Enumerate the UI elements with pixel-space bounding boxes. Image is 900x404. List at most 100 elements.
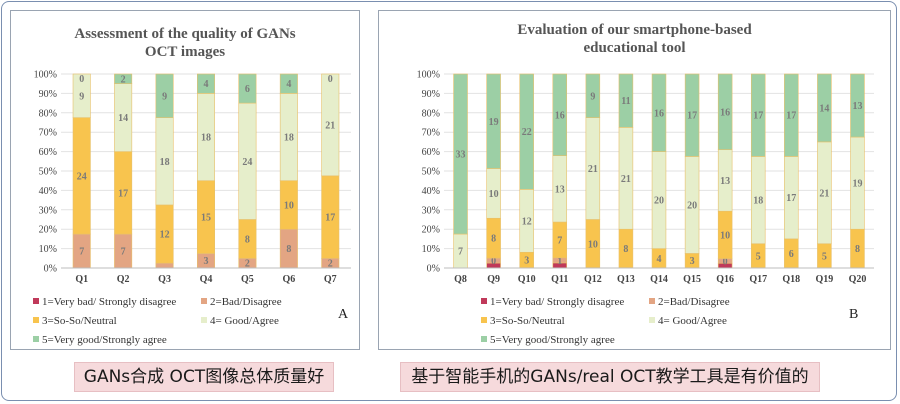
legend-b-item-3: 3=So-So/Neutral — [481, 314, 565, 328]
chart-b-category-label: Q20 — [849, 274, 867, 285]
legend-a-swatch-2 — [201, 298, 207, 305]
chart-b-data-label: 0 — [491, 256, 496, 267]
chart-b-data-label: 13 — [720, 176, 730, 187]
chart-a-data-label: 7 — [79, 247, 84, 258]
chart-a-data-label: 24 — [242, 157, 252, 168]
chart-b-data-label: 21 — [621, 174, 631, 185]
chart-b-category-label: Q15 — [683, 274, 701, 285]
chart-b-data-label: 0 — [723, 256, 728, 267]
chart-b-y-tick-label: 10% — [422, 244, 440, 255]
chart-a-data-label: 18 — [284, 133, 294, 144]
chart-a-data-label: 0 — [79, 74, 84, 85]
chart-b-data-label: 20 — [687, 200, 697, 211]
chart-b-category-label: Q12 — [584, 274, 602, 285]
legend-b-label-4: 4= Good/Agree — [658, 315, 727, 327]
chart-b-data-label: 1 — [557, 256, 562, 267]
chart-a-category-label: Q1 — [75, 274, 88, 285]
chart-b-data-label: 21 — [819, 188, 829, 199]
chart-b-data-label: 16 — [654, 108, 664, 119]
legend-b-item-1: 1=Very bad/ Strongly disagree — [481, 295, 624, 309]
legend-b-swatch-5 — [481, 336, 487, 343]
chart-b-data-label: 3 — [524, 256, 529, 267]
chart-a-category-label: Q2 — [117, 274, 130, 285]
chart-a-bar-segment — [279, 73, 298, 94]
chart-b-data-label: 10 — [720, 230, 730, 241]
legend-a-label-2: 2=Bad/Disagree — [210, 296, 282, 308]
chart-b-bar-segment — [453, 73, 468, 235]
chart-a-y-tick-label: 50% — [39, 167, 57, 178]
legend-b-item-2: 2=Bad/Disagree — [649, 295, 730, 309]
chart-title-a-line-2: OCT images — [144, 44, 226, 60]
chart-b-data-label: 5 — [822, 251, 827, 262]
chart-b-data-label: 8 — [623, 244, 628, 255]
chart-b-bar-segment — [817, 73, 832, 143]
chart-b-data-label: 3 — [690, 256, 695, 267]
chart-b-category-label: Q8 — [454, 274, 467, 285]
legend-b-swatch-3 — [481, 317, 487, 324]
chart-b-data-label: 19 — [489, 117, 499, 128]
chart-title-b-line-2: educational tool — [583, 40, 686, 56]
chart-a-y-tick-label: 10% — [39, 244, 57, 255]
chart-b-data-label: 7 — [557, 235, 562, 246]
chart-b-data-label: 12 — [522, 216, 532, 227]
chart-a-data-label: 17 — [325, 213, 335, 224]
chart-b-bar-segment — [585, 73, 601, 118]
chart-a-y-tick-label: 90% — [39, 89, 57, 100]
chart-a-data-label: 3 — [204, 256, 209, 267]
legend-a-item-5: 5=Very good/Strongly agree — [33, 333, 167, 347]
chart-a-category-label: Q4 — [200, 274, 213, 285]
chart-title-a-line-1: Assessment of the quality of GANs — [74, 26, 296, 42]
chart-b-data-label: 17 — [687, 111, 697, 122]
caption-b: 基于智能手机的GANs/real OCT教学工具是有价值的 — [400, 362, 820, 392]
chart-a-category-label: Q3 — [158, 274, 171, 285]
chart-b-bar-segment — [717, 73, 733, 151]
chart-b-category-label: Q10 — [518, 274, 536, 285]
chart-a-bar-segment — [238, 73, 257, 104]
chart-a-bar-segment — [321, 73, 340, 177]
chart-a-data-label: 2 — [328, 259, 333, 270]
chart-title-b: Evaluation of our smartphone-based educa… — [379, 21, 890, 57]
chart-a-y-tick-label: 60% — [39, 147, 57, 158]
chart-b-data-label: 5 — [756, 251, 761, 262]
legend-b-label-5: 5=Very good/Strongly agree — [490, 334, 615, 346]
chart-b-category-label: Q9 — [487, 274, 500, 285]
chart-a-y-tick-label: 80% — [39, 108, 57, 119]
chart-panel-a: Assessment of the quality of GANs OCT im… — [10, 10, 360, 350]
legend-b-swatch-2 — [649, 298, 655, 305]
chart-b-bar-segment — [684, 73, 700, 157]
chart-a-data-label: 18 — [201, 133, 211, 144]
chart-a-bar-segment — [155, 73, 174, 118]
legend-b-swatch-4 — [649, 317, 655, 324]
legend-b-item-5: 5=Very good/Strongly agree — [481, 333, 615, 347]
chart-b-y-tick-label: 50% — [422, 167, 440, 178]
legend-b-label-1: 1=Very bad/ Strongly disagree — [490, 296, 625, 308]
chart-b-category-label: Q14 — [650, 274, 668, 285]
chart-a-data-label: 2 — [121, 74, 126, 85]
chart-a-y-tick-label: 0% — [44, 264, 57, 275]
legend-b-label-3: 3=So-So/Neutral — [490, 315, 565, 327]
chart-b-y-tick-label: 80% — [422, 108, 440, 119]
chart-b-data-label: 14 — [819, 103, 829, 114]
chart-b-data-label: 10 — [588, 239, 598, 250]
chart-a-y-tick-label: 30% — [39, 205, 57, 216]
chart-a-bar-segment — [72, 73, 91, 118]
chart-panel-b: Evaluation of our smartphone-based educa… — [378, 10, 891, 350]
chart-b-category-label: Q16 — [716, 274, 734, 285]
legend-a-label-4: 4= Good/Agree — [210, 315, 279, 327]
chart-b-bar-segment — [651, 73, 667, 152]
chart-b-bar-segment — [784, 73, 799, 157]
chart-b-data-label: 8 — [491, 234, 496, 245]
chart-b-category-label: Q19 — [815, 274, 833, 285]
chart-b-bar-segment — [552, 73, 568, 156]
chart-b-data-label: 16 — [555, 110, 565, 121]
chart-b-bar-segment — [850, 73, 865, 138]
chart-b-bar-segment — [486, 73, 501, 169]
legend-a-item-1: 1=Very bad/ Strongly disagree — [33, 295, 176, 309]
chart-a-y-tick-label: 40% — [39, 186, 57, 197]
chart-b-data-label: 4 — [657, 254, 662, 265]
chart-a-data-label: 14 — [118, 113, 128, 124]
chart-title-a: Assessment of the quality of GANs OCT im… — [11, 25, 359, 61]
panel-letter-b: B — [849, 307, 859, 322]
legend-a-swatch-1 — [33, 298, 39, 305]
